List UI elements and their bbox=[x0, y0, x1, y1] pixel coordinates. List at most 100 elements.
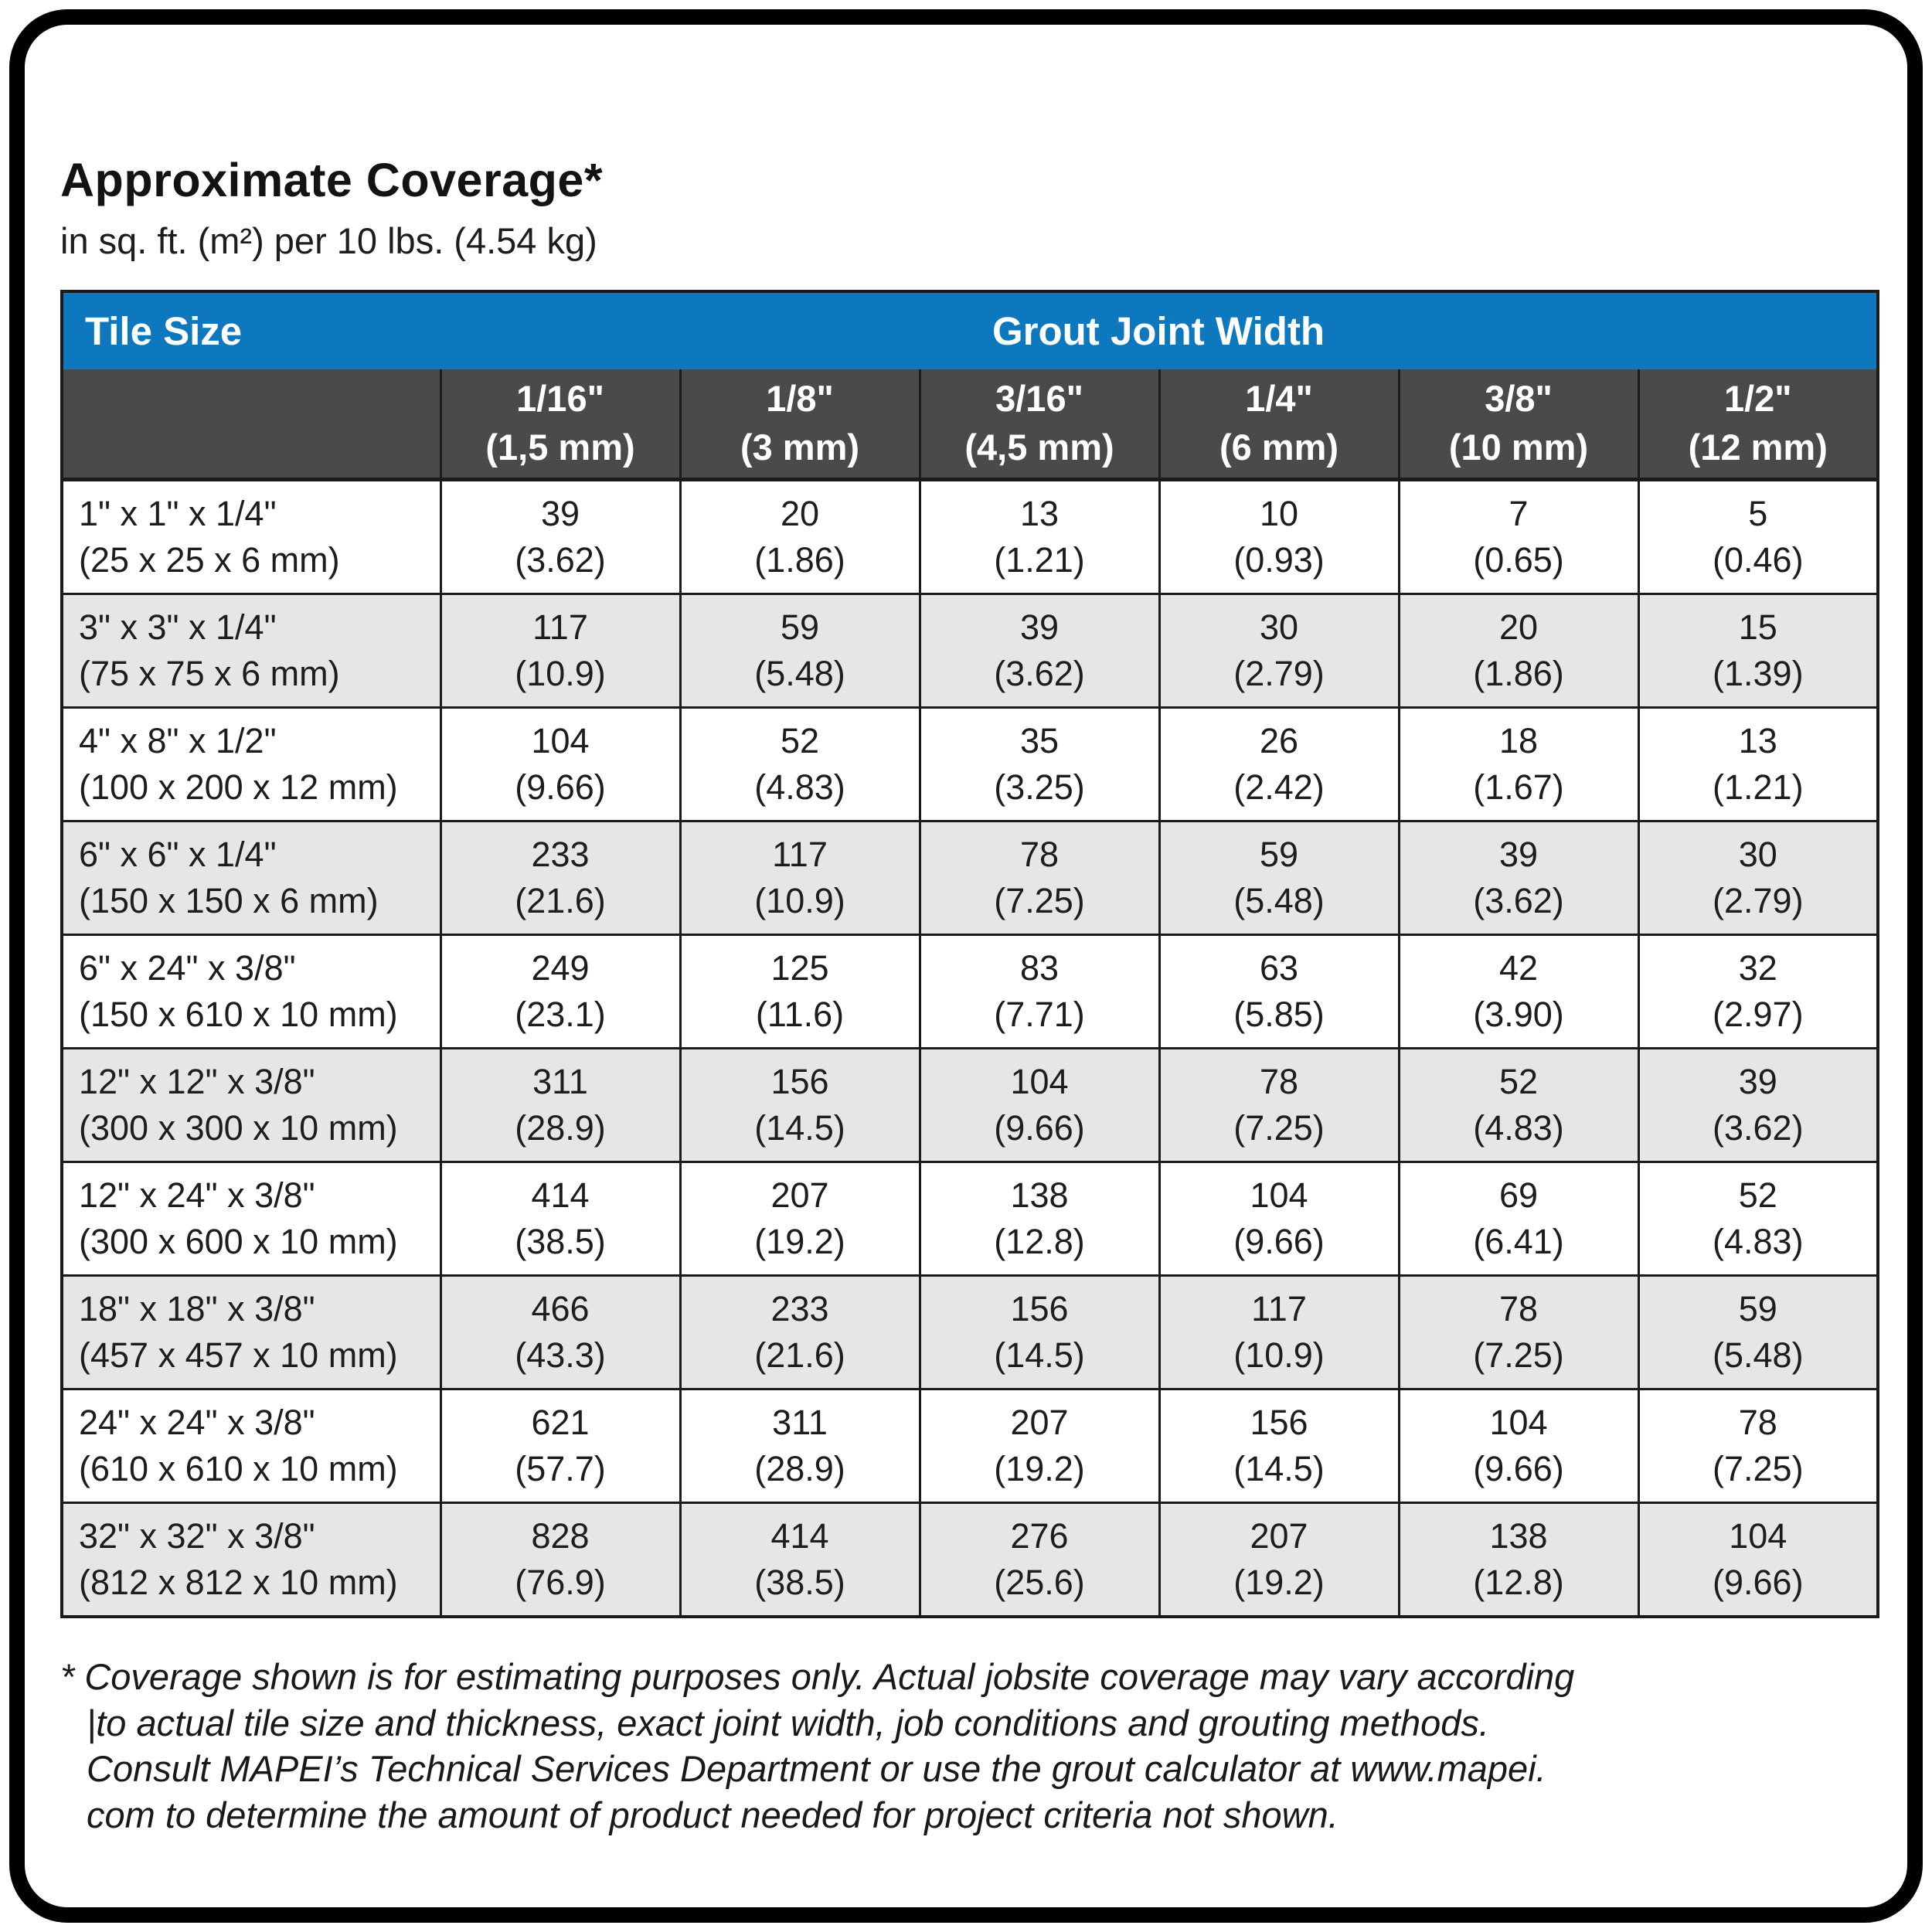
coverage-m2: (2.79) bbox=[1233, 654, 1325, 693]
coverage-sqft: 104 bbox=[1010, 1061, 1069, 1101]
coverage-cell: 117 (10.9) bbox=[679, 820, 921, 936]
column-header: 3/16" (4,5 mm) bbox=[918, 369, 1161, 481]
coverage-m2: (0.65) bbox=[1473, 540, 1564, 580]
coverage-cell: 7 (0.65) bbox=[1397, 478, 1640, 595]
table-header-row: Tile Size Grout Joint Width bbox=[62, 291, 1879, 369]
coverage-m2: (0.93) bbox=[1233, 540, 1325, 580]
coverage-m2: (3.62) bbox=[1713, 1108, 1804, 1148]
coverage-cell: 52 (4.83) bbox=[1637, 1161, 1879, 1277]
coverage-sqft: 104 bbox=[1729, 1515, 1787, 1556]
tile-size-inches: 4" x 8" x 1/2" bbox=[79, 720, 277, 760]
coverage-m2: (11.6) bbox=[755, 995, 845, 1034]
coverage-m2: (5.48) bbox=[1713, 1335, 1804, 1375]
table-body: 1" x 1" x 1/4" (25 x 25 x 6 mm) 39 (3.62) 20… bbox=[60, 478, 1879, 1618]
coverage-sqft: 156 bbox=[1250, 1402, 1308, 1442]
column-header: 1/16" (1,5 mm) bbox=[439, 369, 682, 481]
coverage-cell: 414 (38.5) bbox=[439, 1161, 682, 1277]
coverage-cell: 276 (25.6) bbox=[918, 1502, 1161, 1618]
page-subtitle: in sq. ft. (m²) per 10 lbs. (4.54 kg) bbox=[60, 220, 597, 261]
coverage-cell: 63 (5.85) bbox=[1158, 934, 1400, 1049]
footnote: * Coverage shown is for estimating purpo… bbox=[60, 1654, 1878, 1838]
coverage-cell: 20 (1.86) bbox=[679, 478, 921, 595]
coverage-sqft: 83 bbox=[1019, 947, 1060, 988]
tile-size-cell: 24" x 24" x 3/8" (610 x 610 x 10 mm) bbox=[60, 1388, 442, 1504]
column-header-mm: (4,5 mm) bbox=[964, 427, 1114, 468]
coverage-cell: 30 (2.79) bbox=[1158, 593, 1400, 709]
coverage-cell: 311 (28.9) bbox=[439, 1047, 682, 1163]
table-row: 6" x 24" x 3/8" (150 x 610 x 10 mm) 249 (23… bbox=[60, 934, 1879, 1049]
coverage-sqft: 276 bbox=[1010, 1515, 1069, 1556]
coverage-cell: 117 (10.9) bbox=[439, 593, 682, 709]
coverage-cell: 59 (5.48) bbox=[1637, 1274, 1879, 1390]
tile-size-mm: (100 x 200 x 12 mm) bbox=[79, 767, 398, 807]
coverage-m2: (7.25) bbox=[1713, 1449, 1804, 1488]
coverage-sqft: 59 bbox=[1259, 834, 1299, 874]
tile-size-mm: (25 x 25 x 6 mm) bbox=[79, 540, 340, 580]
coverage-cell: 18 (1.67) bbox=[1397, 706, 1640, 822]
coverage-m2: (7.71) bbox=[994, 995, 1085, 1034]
coverage-sqft: 52 bbox=[780, 720, 820, 760]
coverage-sqft: 39 bbox=[540, 493, 580, 533]
coverage-m2: (2.79) bbox=[1713, 881, 1804, 920]
coverage-cell: 414 (38.5) bbox=[679, 1502, 921, 1618]
coverage-cell: 104 (9.66) bbox=[1158, 1161, 1400, 1277]
column-header-inch: 1/16" bbox=[516, 378, 604, 420]
tile-size-cell: 18" x 18" x 3/8" (457 x 457 x 10 mm) bbox=[60, 1274, 442, 1390]
coverage-m2: (4.83) bbox=[1473, 1108, 1564, 1148]
column-header-inch: 3/16" bbox=[995, 378, 1083, 420]
coverage-m2: (21.6) bbox=[515, 881, 606, 920]
content-area: Approximate Coverage* in sq. ft. (m²) pe… bbox=[60, 0, 1880, 1838]
tile-size-header: Tile Size bbox=[62, 291, 440, 369]
coverage-sqft: 156 bbox=[770, 1061, 829, 1101]
coverage-sqft: 78 bbox=[1019, 834, 1060, 874]
coverage-sqft: 30 bbox=[1259, 607, 1299, 647]
coverage-cell: 156 (14.5) bbox=[918, 1274, 1161, 1390]
coverage-cell: 78 (7.25) bbox=[1637, 1388, 1879, 1504]
coverage-m2: (38.5) bbox=[515, 1222, 606, 1261]
table-row: 32" x 32" x 3/8" (812 x 812 x 10 mm) 828 (7… bbox=[60, 1502, 1879, 1618]
coverage-sqft: 7 bbox=[1509, 493, 1529, 533]
tile-size-mm: (150 x 610 x 10 mm) bbox=[79, 995, 398, 1034]
column-header: 1/4" (6 mm) bbox=[1158, 369, 1400, 481]
column-header: 1/8" (3 mm) bbox=[679, 369, 921, 481]
coverage-m2: (4.83) bbox=[1713, 1222, 1804, 1261]
coverage-sqft: 18 bbox=[1498, 720, 1539, 760]
coverage-sqft: 32 bbox=[1738, 947, 1777, 988]
coverage-m2: (3.62) bbox=[515, 540, 606, 580]
coverage-sqft: 104 bbox=[1250, 1175, 1308, 1215]
coverage-cell: 138 (12.8) bbox=[1397, 1502, 1640, 1618]
grout-joint-width-header: Grout Joint Width bbox=[440, 291, 1879, 369]
tile-size-cell: 6" x 24" x 3/8" (150 x 610 x 10 mm) bbox=[60, 934, 442, 1049]
coverage-sqft: 414 bbox=[770, 1515, 829, 1556]
coverage-sqft: 13 bbox=[1738, 720, 1777, 760]
coverage-sqft: 621 bbox=[531, 1402, 590, 1442]
tile-size-inches: 6" x 24" x 3/8" bbox=[79, 947, 296, 988]
footnote-line: * Coverage shown is for estimating purpo… bbox=[60, 1656, 1575, 1697]
table-row: 4" x 8" x 1/2" (100 x 200 x 12 mm) 104 (9.6… bbox=[60, 706, 1879, 822]
coverage-cell: 156 (14.5) bbox=[679, 1047, 921, 1163]
page-title: Approximate Coverage* bbox=[60, 154, 604, 206]
coverage-m2: (1.86) bbox=[754, 540, 845, 580]
coverage-cell: 466 (43.3) bbox=[439, 1274, 682, 1390]
coverage-cell: 828 (76.9) bbox=[439, 1502, 682, 1618]
coverage-sqft: 117 bbox=[532, 607, 588, 647]
coverage-m2: (6.41) bbox=[1473, 1222, 1564, 1261]
coverage-cell: 125 (11.6) bbox=[679, 934, 921, 1049]
coverage-cell: 52 (4.83) bbox=[679, 706, 921, 822]
coverage-cell: 69 (6.41) bbox=[1397, 1161, 1640, 1277]
column-header-inch: 1/2" bbox=[1723, 378, 1792, 420]
coverage-sqft: 39 bbox=[1498, 834, 1539, 874]
coverage-m2: (10.9) bbox=[1233, 1335, 1325, 1375]
coverage-sqft: 104 bbox=[531, 720, 590, 760]
coverage-m2: (5.85) bbox=[1233, 995, 1325, 1034]
coverage-m2: (3.25) bbox=[994, 767, 1085, 807]
coverage-cell: 311 (28.9) bbox=[679, 1388, 921, 1504]
coverage-sqft: 20 bbox=[1498, 607, 1539, 647]
coverage-sqft: 125 bbox=[770, 947, 829, 988]
coverage-cell: 117 (10.9) bbox=[1158, 1274, 1400, 1390]
coverage-sqft: 311 bbox=[772, 1402, 828, 1442]
coverage-m2: (9.66) bbox=[994, 1108, 1085, 1148]
coverage-cell: 233 (21.6) bbox=[439, 820, 682, 936]
coverage-sqft: 15 bbox=[1738, 607, 1777, 647]
coverage-cell: 26 (2.42) bbox=[1158, 706, 1400, 822]
